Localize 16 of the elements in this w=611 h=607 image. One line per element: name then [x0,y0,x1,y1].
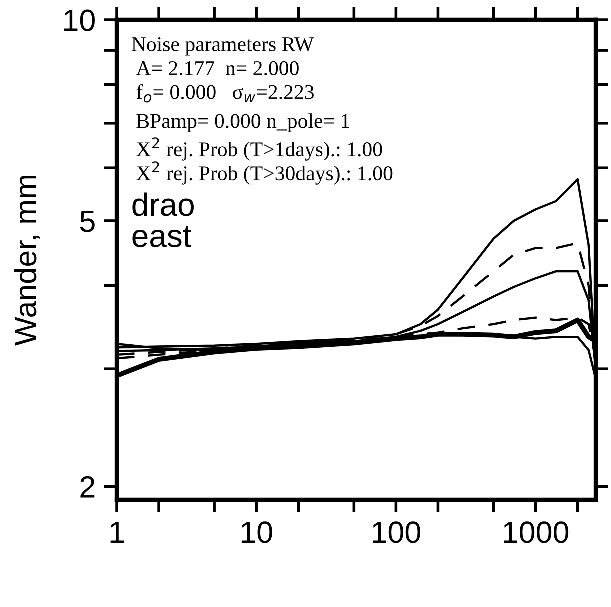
annotation: east [132,226,192,248]
annotation: f$_{o}$= 0.000 σ$_{w}$=2.223 [136,84,314,103]
y-tick-label: 5 [80,211,95,232]
x-tick-label: 1 [110,522,124,543]
annotation: drao [132,192,194,216]
annotation: BPamp= 0.000 n_pole= 1 [136,114,350,132]
annotation: X$^{2}$ rej. Prob (T>1days).: 1.00 [136,138,382,161]
y-axis-title: Wander, mm [14,176,40,346]
x-tick-label: 10 [242,522,272,544]
annotation: X$^{2}$ rej. Prob (T>30days).: 1.00 [136,162,393,185]
x-tick-label: 100 [373,522,420,544]
y-tick-label: 2 [80,476,95,498]
x-tick-label: 1000 [504,522,569,544]
annotation: Noise parameters RW [132,37,314,56]
y-tick-label: 10 [64,10,95,32]
annotation: A= 2.177 n= 2.000 [136,61,299,76]
